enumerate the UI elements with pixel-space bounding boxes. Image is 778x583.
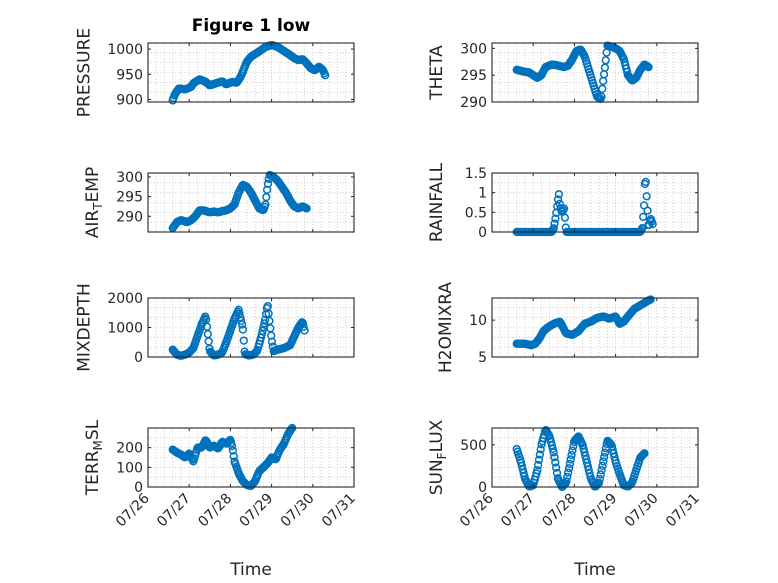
y-tick-label: 10 <box>469 313 487 329</box>
x-axis-label-left: Time <box>229 560 272 580</box>
x-tick-label: 07/31 <box>663 491 703 531</box>
y-axis-label: PRESSURE <box>75 28 95 117</box>
y-tick-label: 1000 <box>107 42 143 58</box>
figure-canvas: Figure 1 low Time Time 9009501000PRESSUR… <box>0 0 778 583</box>
y-tick-label: 290 <box>116 209 143 225</box>
figure-title: Figure 1 low <box>192 16 311 36</box>
subplot-5: 0 1000 2000 MIXDEPTH <box>75 283 354 372</box>
y-tick-label: 0 <box>478 225 487 241</box>
x-tick-label: 07/27 <box>498 491 538 531</box>
y-tick-label: 2000 <box>107 291 143 307</box>
y-tick-label: 5 <box>478 350 487 366</box>
x-tick-label: 07/28 <box>195 491 235 531</box>
x-tick-label: 07/30 <box>622 491 662 531</box>
y-tick-label: 0.5 <box>465 205 487 221</box>
y-axis-label: THETA <box>427 45 447 101</box>
x-tick-label: 07/31 <box>319 491 359 531</box>
y-tick-label: 1 <box>478 186 487 202</box>
x-tick-label: 07/29 <box>237 491 277 531</box>
y-tick-label: 290 <box>460 95 487 111</box>
y-tick-label: 950 <box>116 67 143 83</box>
x-tick-label: 07/26 <box>113 490 153 530</box>
y-tick-label: 1000 <box>107 321 143 337</box>
y-tick-label: 900 <box>116 92 143 108</box>
subplot-3: 290 295 300 AIRTEMP <box>83 167 354 238</box>
subplot-1: 900 950 1000 PRESSURE <box>75 28 354 117</box>
y-axis-label: TERRMSL <box>83 419 105 496</box>
y-tick-label: 300 <box>116 170 143 186</box>
x-tick-label: 07/26 <box>457 490 497 530</box>
y-tick-label: 0 <box>478 480 487 496</box>
subplot-6: 5 10 H2OMIXRA <box>436 282 698 373</box>
subplot-2: 290 295 300 THETA <box>427 41 698 111</box>
y-axis-label: AIRTEMP <box>83 167 105 238</box>
subplot-4: 0 0.5 1 1.5 RAINFALL <box>427 162 698 242</box>
y-tick-label: 300 <box>460 41 487 57</box>
y-tick-label: 0 <box>134 480 143 496</box>
y-tick-label: 295 <box>460 68 487 84</box>
x-tick-label: 07/30 <box>278 491 318 531</box>
y-axis-label: H2OMIXRA <box>436 282 456 373</box>
subplot-7: 07/26 07/27 07/28 07/29 07/30 07/31 0 100 200 TER… <box>83 419 359 530</box>
y-tick-label: 100 <box>116 460 143 476</box>
x-tick-label: 07/28 <box>539 491 579 531</box>
y-axis-label: SUNFLUX <box>427 419 449 495</box>
y-axis-label: RAINFALL <box>427 162 447 242</box>
x-axis-label-right: Time <box>573 560 616 580</box>
y-tick-label: 200 <box>116 441 143 457</box>
y-tick-label: 0 <box>134 350 143 366</box>
y-tick-label: 1.5 <box>465 166 487 182</box>
y-tick-label: 500 <box>460 438 487 454</box>
y-axis-label: MIXDEPTH <box>75 283 95 372</box>
subplot-8: 07/26 07/27 07/28 07/29 07/30 07/31 0 500 SUNFLU… <box>427 419 703 530</box>
x-tick-label: 07/27 <box>154 491 194 531</box>
y-tick-label: 295 <box>116 190 143 206</box>
x-tick-label: 07/29 <box>581 491 621 531</box>
